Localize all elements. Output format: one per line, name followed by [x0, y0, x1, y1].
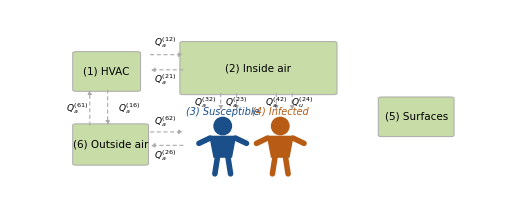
Text: (2) Inside air: (2) Inside air — [225, 63, 291, 73]
Text: $Q_a^{(32)}$: $Q_a^{(32)}$ — [194, 95, 216, 110]
Text: (5) Surfaces: (5) Surfaces — [385, 112, 448, 122]
Text: $Q_a^{(26)}$: $Q_a^{(26)}$ — [154, 148, 176, 163]
Polygon shape — [268, 136, 293, 157]
Text: (3) Susceptible: (3) Susceptible — [186, 107, 260, 117]
Text: (1) HVAC: (1) HVAC — [83, 66, 130, 77]
Text: $Q_a^{(61)}$: $Q_a^{(61)}$ — [66, 101, 88, 116]
FancyBboxPatch shape — [180, 42, 337, 95]
Text: (6) Outside air: (6) Outside air — [73, 140, 148, 150]
FancyBboxPatch shape — [73, 124, 148, 165]
Text: (4) Infected: (4) Infected — [252, 107, 309, 117]
FancyBboxPatch shape — [73, 52, 141, 91]
Text: $Q_a^{(12)}$: $Q_a^{(12)}$ — [154, 36, 176, 50]
Ellipse shape — [271, 117, 289, 135]
Polygon shape — [210, 136, 236, 157]
Text: $Q_a^{(42)}$: $Q_a^{(42)}$ — [265, 95, 287, 110]
Text: $Q_a^{(16)}$: $Q_a^{(16)}$ — [118, 101, 140, 116]
Text: $Q_a^{(21)}$: $Q_a^{(21)}$ — [154, 72, 176, 87]
Text: $Q_a^{(62)}$: $Q_a^{(62)}$ — [154, 114, 176, 129]
Text: $Q_u^{(24)}$: $Q_u^{(24)}$ — [291, 95, 313, 110]
Ellipse shape — [214, 117, 231, 135]
FancyBboxPatch shape — [378, 97, 454, 137]
Text: $Q_a^{(23)}$: $Q_a^{(23)}$ — [225, 95, 248, 110]
